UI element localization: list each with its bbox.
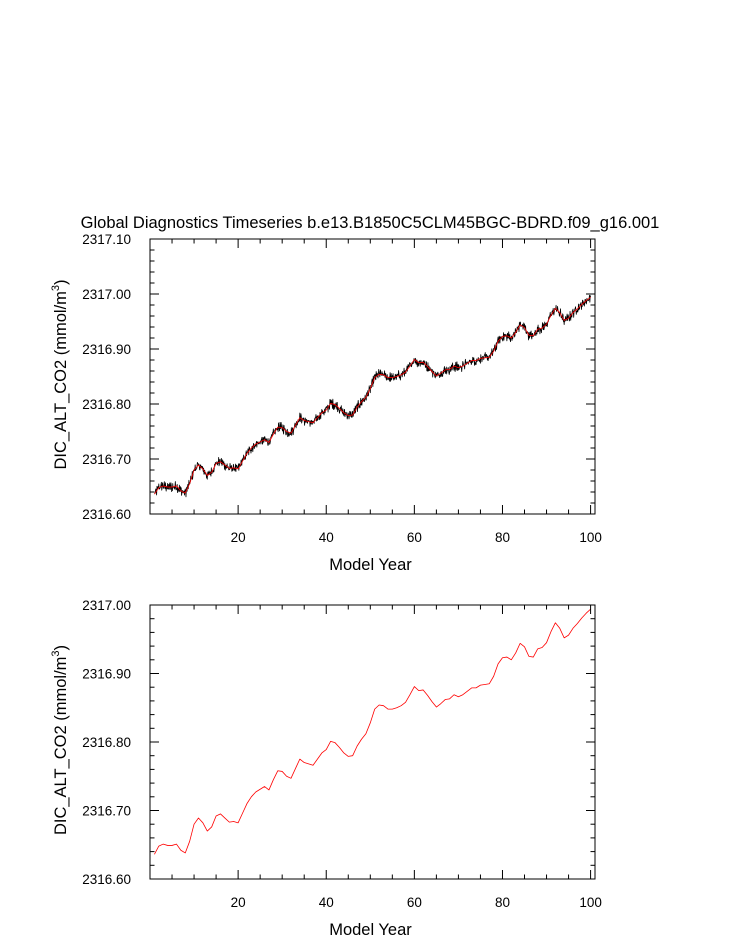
figure-title: Global Diagnostics Timeseries b.e13.B185… — [81, 214, 660, 232]
y-tick-label: 2316.60 — [82, 872, 131, 887]
x-tick-label: 20 — [231, 530, 246, 545]
x-tick-label: 80 — [495, 895, 510, 910]
x-tick-label: 80 — [495, 530, 510, 545]
y-tick-label: 2317.00 — [82, 598, 131, 613]
annual-series-line — [154, 296, 591, 495]
y-tick-label: 2316.70 — [82, 804, 131, 819]
x-tick-label: 40 — [319, 895, 334, 910]
x-axis-label: Model Year — [329, 556, 412, 574]
y-tick-label: 2316.90 — [82, 342, 131, 357]
y-tick-label: 2317.00 — [82, 287, 131, 302]
x-tick-label: 20 — [231, 895, 246, 910]
plot-frame — [149, 604, 596, 880]
x-tick-label: 100 — [579, 530, 602, 545]
bottom-timeseries-panel: 20 40 60 80 100 2316.60 2316.70 2316.80 2316.90 2… — [50, 598, 602, 939]
x-tick-label: 100 — [579, 895, 602, 910]
top-timeseries-panel: 20 40 60 80 100 2316.60 2316.70 2316.80 2316.90 2… — [50, 232, 602, 574]
y-tick-label: 2316.60 — [82, 507, 131, 522]
y-tick-label: 2316.70 — [82, 452, 131, 467]
x-tick-label: 60 — [407, 895, 422, 910]
y-tick-label: 2316.80 — [82, 735, 131, 750]
x-axis-label: Model Year — [329, 921, 412, 939]
y-axis-label: DIC_ALT_CO2 (mmol/m3) — [50, 279, 70, 469]
y-tick-label: 2316.80 — [82, 397, 131, 412]
x-tick-label: 60 — [407, 530, 422, 545]
y-tick-label: 2316.90 — [82, 667, 131, 682]
annual-series-line — [154, 608, 591, 855]
monthly-series-line — [154, 294, 591, 498]
y-axis-label: DIC_ALT_CO2 (mmol/m3) — [50, 645, 70, 835]
x-tick-label: 40 — [319, 530, 334, 545]
plot-frame — [149, 238, 596, 515]
y-tick-label: 2317.10 — [82, 232, 131, 247]
